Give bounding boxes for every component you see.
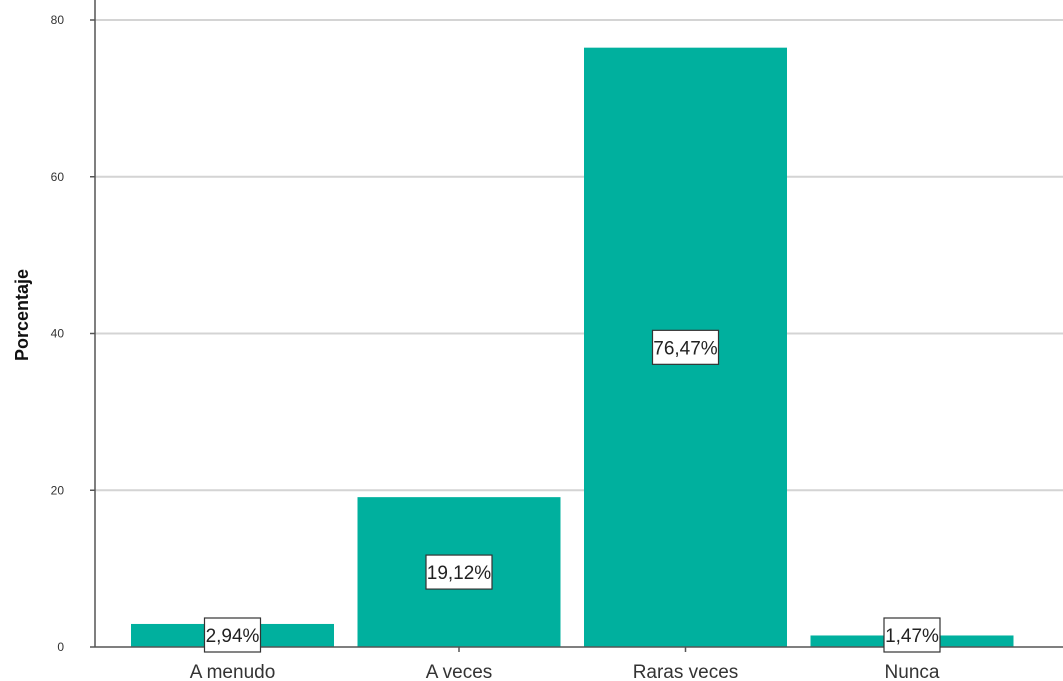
gridlines: [95, 19, 1063, 492]
data-label-box: [203, 617, 262, 653]
data-label: 19,12%: [427, 563, 492, 584]
data-label-box: [883, 617, 941, 653]
bars: [131, 47, 1014, 647]
y-tick-label: 40: [51, 327, 65, 341]
data-label-box: [651, 329, 720, 365]
data-label: 76,47%: [653, 338, 718, 359]
y-tick-label: 20: [51, 483, 65, 497]
data-label: 1,47%: [885, 626, 939, 647]
data-labels: 2,94% 19,12% 76,47% 1,47%: [203, 329, 941, 653]
x-category-labels: A menudo A veces Raras veces Nunca: [190, 662, 940, 681]
data-label-box: [425, 554, 493, 590]
y-tick-label: 80: [51, 13, 65, 27]
axes: [90, 0, 1063, 652]
data-label: 2,94%: [206, 626, 260, 647]
x-category-label: A veces: [426, 662, 493, 681]
y-axis-label: Porcentaje: [12, 269, 32, 361]
y-tick-labels: 0 20 40 60 80: [51, 13, 65, 654]
y-tick-label: 60: [51, 170, 65, 184]
y-tick-label: 0: [57, 640, 64, 654]
x-category-label: Nunca: [885, 662, 940, 681]
x-category-label: Raras veces: [633, 662, 739, 681]
x-category-label: A menudo: [190, 662, 276, 681]
